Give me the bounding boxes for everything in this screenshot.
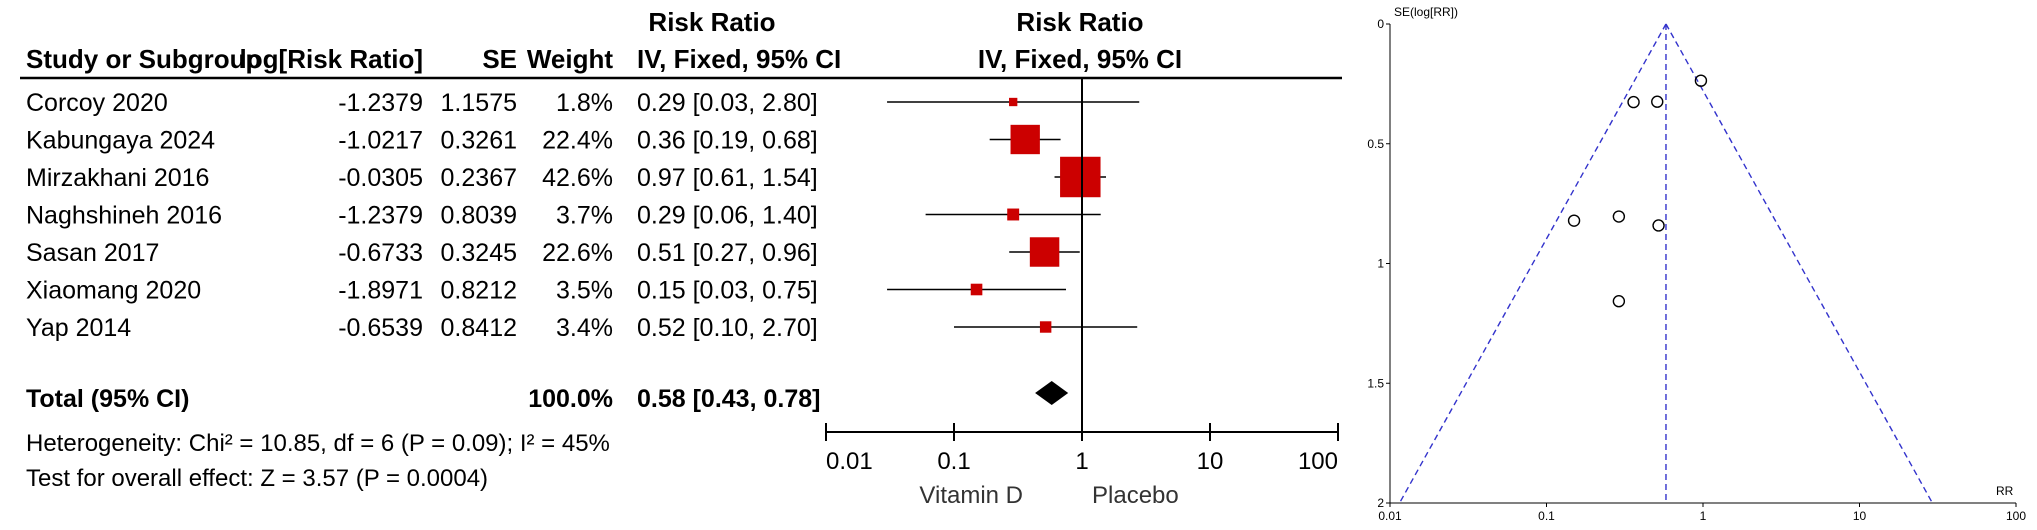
study-logrr: -0.0305 xyxy=(338,164,423,192)
study-ci: 0.29 [0.03, 2.80] xyxy=(637,89,818,117)
study-name: Kabungaya 2024 xyxy=(26,127,215,155)
total-ci: 0.58 [0.43, 0.78] xyxy=(637,385,820,413)
header-study: Study or Subgroup xyxy=(26,44,261,74)
header-se: SE xyxy=(482,44,517,74)
funnel-y-tick-label: 1.5 xyxy=(1367,376,1384,390)
x-tick-label: 0.1 xyxy=(937,448,970,475)
funnel-points xyxy=(1567,74,1708,308)
funnel-x-tick-label: 1 xyxy=(1700,509,1707,523)
funnel-y-label: SE(log[RR]) xyxy=(1394,5,1458,19)
x-tick-label: 100 xyxy=(1298,448,1338,475)
total-weight: 100.0% xyxy=(528,385,613,413)
study-logrr: -1.0217 xyxy=(338,127,423,155)
study-ci: 0.51 [0.27, 0.96] xyxy=(637,239,818,267)
study-weight-square xyxy=(1007,208,1020,221)
funnel-study-point xyxy=(1567,214,1581,227)
funnel-x-tick-label: 100 xyxy=(2006,509,2026,523)
study-weight-square xyxy=(1029,237,1060,267)
study-weight: 22.6% xyxy=(542,239,613,267)
funnel-x-ticks: 0.01 0.1 1 10 100 xyxy=(1378,503,2026,523)
funnel-y-tick-label: 0.5 xyxy=(1367,137,1384,151)
header-ci: IV, Fixed, 95% CI xyxy=(637,44,841,74)
header-logrr: log[Risk Ratio] xyxy=(240,44,423,74)
funnel-study-point xyxy=(1651,95,1664,108)
funnel-lines xyxy=(1398,23,1934,504)
study-ci: 0.97 [0.61, 1.54] xyxy=(637,164,818,192)
funnel-y-tick-label: 0 xyxy=(1377,17,1384,31)
study-weight-square xyxy=(1009,97,1018,107)
study-ci: 0.15 [0.03, 0.75] xyxy=(637,277,818,305)
study-weight: 42.6% xyxy=(542,164,613,192)
study-weight: 3.5% xyxy=(556,277,613,305)
study-logrr: -0.6539 xyxy=(338,314,423,342)
funnel-y-ticks: 0 0.5 1 1.5 2 xyxy=(1367,17,1390,510)
study-se: 0.3261 xyxy=(441,127,517,155)
forest-plot: Risk Ratio Risk Ratio Study or Subgroup … xyxy=(20,7,1342,509)
study-logrr: -1.2379 xyxy=(338,89,423,117)
study-weight-square xyxy=(1039,321,1052,333)
study-name: Yap 2014 xyxy=(26,314,131,342)
funnel-x-label: RR xyxy=(1996,484,2014,498)
overall-effect-text: Test for overall effect: Z = 3.57 (P = 0… xyxy=(26,465,488,492)
study-marks xyxy=(887,97,1140,333)
header-plot-group: Risk Ratio xyxy=(1016,7,1143,37)
study-weight: 1.8% xyxy=(556,89,613,117)
study-rows: Corcoy 2020 -1.2379 1.1575 1.8% 0.29 [0.03, … xyxy=(26,89,818,342)
funnel-study-point xyxy=(1694,74,1708,87)
total-diamond xyxy=(1035,381,1069,405)
study-weight: 3.4% xyxy=(556,314,613,342)
header-plot-ci: IV, Fixed, 95% CI xyxy=(978,44,1182,74)
total-label: Total (95% CI) xyxy=(26,385,189,413)
x-tick-label: 0.01 xyxy=(826,448,873,475)
study-se: 0.8212 xyxy=(441,277,517,305)
favours-left: Vitamin D xyxy=(919,482,1023,509)
funnel-study-point xyxy=(1612,210,1626,223)
study-logrr: -0.6733 xyxy=(338,239,423,267)
study-logrr: -1.2379 xyxy=(338,202,423,230)
study-ci: 0.29 [0.06, 1.40] xyxy=(637,202,818,230)
header-effect-group: Risk Ratio xyxy=(648,7,775,37)
study-se: 0.2367 xyxy=(441,164,517,192)
study-se: 0.8039 xyxy=(441,202,517,230)
header-weight: Weight xyxy=(527,44,614,74)
study-ci: 0.36 [0.19, 0.68] xyxy=(637,127,818,155)
study-name: Xiaomang 2020 xyxy=(26,277,201,305)
heterogeneity-text: Heterogeneity: Chi² = 10.85, df = 6 (P =… xyxy=(26,430,610,457)
x-axis-ticks: 0.01 0.1 1 10 100 xyxy=(825,423,1339,475)
study-weight: 3.7% xyxy=(556,202,613,230)
x-tick-label: 1 xyxy=(1075,448,1088,475)
study-ci: 0.52 [0.10, 2.70] xyxy=(637,314,818,342)
funnel-study-point xyxy=(1612,295,1626,308)
study-name: Naghshineh 2016 xyxy=(26,202,222,230)
study-name: Mirzakhani 2016 xyxy=(26,164,209,192)
funnel-left-limit xyxy=(1398,23,1667,504)
study-logrr: -1.8971 xyxy=(338,277,423,305)
favours-right: Placebo xyxy=(1092,482,1179,509)
x-tick-label: 10 xyxy=(1197,448,1224,475)
study-se: 0.8412 xyxy=(441,314,517,342)
study-se: 1.1575 xyxy=(441,89,517,117)
funnel-x-tick-label: 0.1 xyxy=(1538,509,1555,523)
funnel-study-point xyxy=(1627,95,1640,109)
study-name: Sasan 2017 xyxy=(26,239,159,267)
funnel-y-tick-label: 2 xyxy=(1377,496,1384,510)
study-se: 0.3245 xyxy=(441,239,517,267)
study-weight: 22.4% xyxy=(542,127,613,155)
funnel-y-tick-label: 1 xyxy=(1377,257,1384,271)
funnel-x-tick-label: 10 xyxy=(1853,509,1867,523)
funnel-study-point xyxy=(1652,219,1665,232)
funnel-x-tick-label: 0.01 xyxy=(1378,509,1402,523)
study-weight-square xyxy=(1010,124,1040,155)
funnel-right-limit xyxy=(1665,23,1934,504)
study-weight-square xyxy=(970,283,983,296)
study-weight-square xyxy=(1060,156,1101,198)
study-name: Corcoy 2020 xyxy=(26,89,168,117)
